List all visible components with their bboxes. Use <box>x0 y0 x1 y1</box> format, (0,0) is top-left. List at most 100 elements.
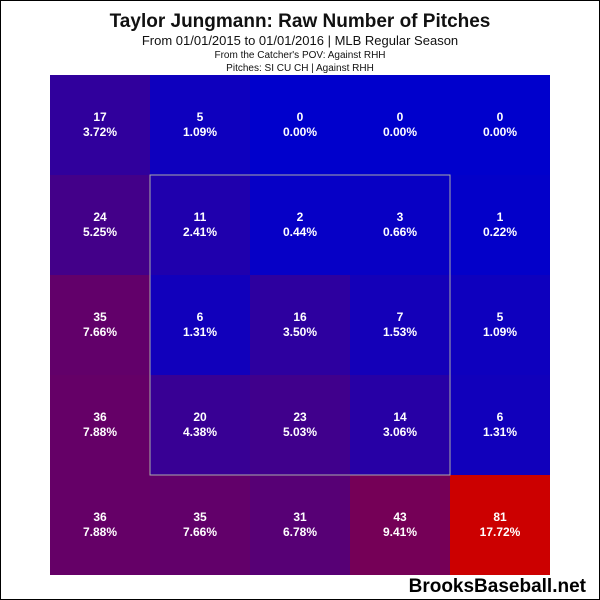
zone-cell-percent: 0.00% <box>283 125 317 139</box>
zone-cell-count: 14 <box>393 410 407 424</box>
zone-cell-percent: 0.00% <box>483 125 517 139</box>
zone-cell-count: 24 <box>93 210 107 224</box>
zone-cell-percent: 1.09% <box>183 125 217 139</box>
zone-cell-r1-c4: 00.00% <box>350 75 450 175</box>
zone-cell-count: 81 <box>493 510 507 524</box>
zone-cell-fill <box>250 375 350 475</box>
zone-cell-r4-c5: 61.31% <box>450 375 550 475</box>
chart-pov-note: From the Catcher's POV: Against RHH <box>214 50 386 61</box>
zone-cell-percent: 0.44% <box>283 225 317 239</box>
zone-cell-percent: 2.41% <box>183 225 217 239</box>
zone-cell-fill <box>450 375 550 475</box>
zone-cell-fill <box>150 175 250 275</box>
zone-cell-fill <box>250 275 350 375</box>
zone-cell-fill <box>50 275 150 375</box>
zone-cell-count: 17 <box>93 110 107 124</box>
zone-cell-fill <box>50 175 150 275</box>
zone-cell-r4-c4: 143.06% <box>350 375 450 475</box>
brooks-baseball-watermark: BrooksBaseball.net <box>408 576 586 597</box>
zone-cell-count: 0 <box>497 110 504 124</box>
zone-cell-fill <box>450 275 550 375</box>
zone-cell-count: 35 <box>193 510 207 524</box>
zone-cell-r3-c2: 61.31% <box>150 275 250 375</box>
zone-cell-percent: 1.31% <box>483 425 517 439</box>
zone-cell-count: 5 <box>197 110 204 124</box>
zone-cell-count: 36 <box>93 510 107 524</box>
zone-cell-r3-c4: 71.53% <box>350 275 450 375</box>
zone-cell-percent: 3.06% <box>383 425 417 439</box>
zone-cell-count: 20 <box>193 410 207 424</box>
zone-cell-r5-c3: 316.78% <box>250 475 350 575</box>
zone-cell-percent: 1.31% <box>183 325 217 339</box>
zone-cell-r2-c1: 245.25% <box>50 175 150 275</box>
zone-cell-r5-c4: 439.41% <box>350 475 450 575</box>
zone-cell-percent: 3.50% <box>283 325 317 339</box>
zone-cell-fill <box>150 75 250 175</box>
pitch-zone-heatmap: 173.72%51.09%00.00%00.00%00.00%245.25%11… <box>50 75 550 575</box>
zone-cell-fill <box>150 475 250 575</box>
zone-cell-count: 36 <box>93 410 107 424</box>
zone-cell-fill <box>50 475 150 575</box>
zone-cell-percent: 5.03% <box>283 425 317 439</box>
zone-cell-fill <box>350 175 450 275</box>
zone-cell-r5-c1: 367.88% <box>50 475 150 575</box>
zone-cell-fill <box>350 275 450 375</box>
zone-cell-count: 23 <box>293 410 307 424</box>
zone-cell-r1-c2: 51.09% <box>150 75 250 175</box>
zone-cell-fill <box>50 75 150 175</box>
zone-cell-fill <box>350 75 450 175</box>
zone-cell-count: 3 <box>397 210 404 224</box>
zone-cell-fill <box>150 375 250 475</box>
zone-cell-percent: 1.09% <box>483 325 517 339</box>
zone-cell-r1-c3: 00.00% <box>250 75 350 175</box>
zone-cell-r2-c5: 10.22% <box>450 175 550 275</box>
zone-cell-r1-c1: 173.72% <box>50 75 150 175</box>
chart-pitches-note: Pitches: SI CU CH | Against RHH <box>226 63 374 74</box>
zone-cell-count: 6 <box>197 310 204 324</box>
zone-cell-fill <box>250 475 350 575</box>
zone-cell-percent: 3.72% <box>83 125 117 139</box>
zone-cell-count: 0 <box>397 110 404 124</box>
zone-cell-percent: 6.78% <box>283 525 317 539</box>
zone-cell-count: 6 <box>497 410 504 424</box>
zone-cell-r3-c5: 51.09% <box>450 275 550 375</box>
zone-cell-fill <box>50 375 150 475</box>
zone-cell-percent: 7.66% <box>183 525 217 539</box>
zone-cell-percent: 0.66% <box>383 225 417 239</box>
zone-cell-fill <box>250 175 350 275</box>
zone-cell-percent: 1.53% <box>383 325 417 339</box>
zone-cell-percent: 9.41% <box>383 525 417 539</box>
zone-cell-percent: 7.88% <box>83 525 117 539</box>
zone-cell-r4-c2: 204.38% <box>150 375 250 475</box>
zone-cell-count: 31 <box>293 510 307 524</box>
zone-cell-count: 35 <box>93 310 107 324</box>
zone-cell-fill <box>450 175 550 275</box>
zone-cell-r3-c1: 357.66% <box>50 275 150 375</box>
zone-cell-r2-c2: 112.41% <box>150 175 250 275</box>
zone-cell-count: 16 <box>293 310 307 324</box>
zone-cell-fill <box>250 75 350 175</box>
zone-cell-r4-c3: 235.03% <box>250 375 350 475</box>
zone-cell-count: 11 <box>194 210 207 224</box>
zone-cell-r4-c1: 367.88% <box>50 375 150 475</box>
zone-cell-count: 1 <box>497 210 504 224</box>
zone-cell-fill <box>450 475 550 575</box>
zone-cell-fill <box>350 475 450 575</box>
zone-cell-count: 0 <box>297 110 304 124</box>
zone-cell-percent: 4.38% <box>183 425 217 439</box>
zone-cell-count: 7 <box>397 310 404 324</box>
zone-cell-count: 5 <box>497 310 504 324</box>
zone-cell-r3-c3: 163.50% <box>250 275 350 375</box>
zone-cell-percent: 5.25% <box>83 225 117 239</box>
zone-cell-percent: 7.66% <box>83 325 117 339</box>
zone-cell-r1-c5: 00.00% <box>450 75 550 175</box>
zone-cell-fill <box>350 375 450 475</box>
zone-cell-count: 43 <box>393 510 407 524</box>
zone-cell-r2-c4: 30.66% <box>350 175 450 275</box>
zone-cell-fill <box>150 275 250 375</box>
zone-cell-count: 2 <box>297 210 304 224</box>
chart-subtitle: From 01/01/2015 to 01/01/2016 | MLB Regu… <box>141 33 459 48</box>
chart-title: Taylor Jungmann: Raw Number of Pitches <box>109 11 491 32</box>
zone-cell-r2-c3: 20.44% <box>250 175 350 275</box>
